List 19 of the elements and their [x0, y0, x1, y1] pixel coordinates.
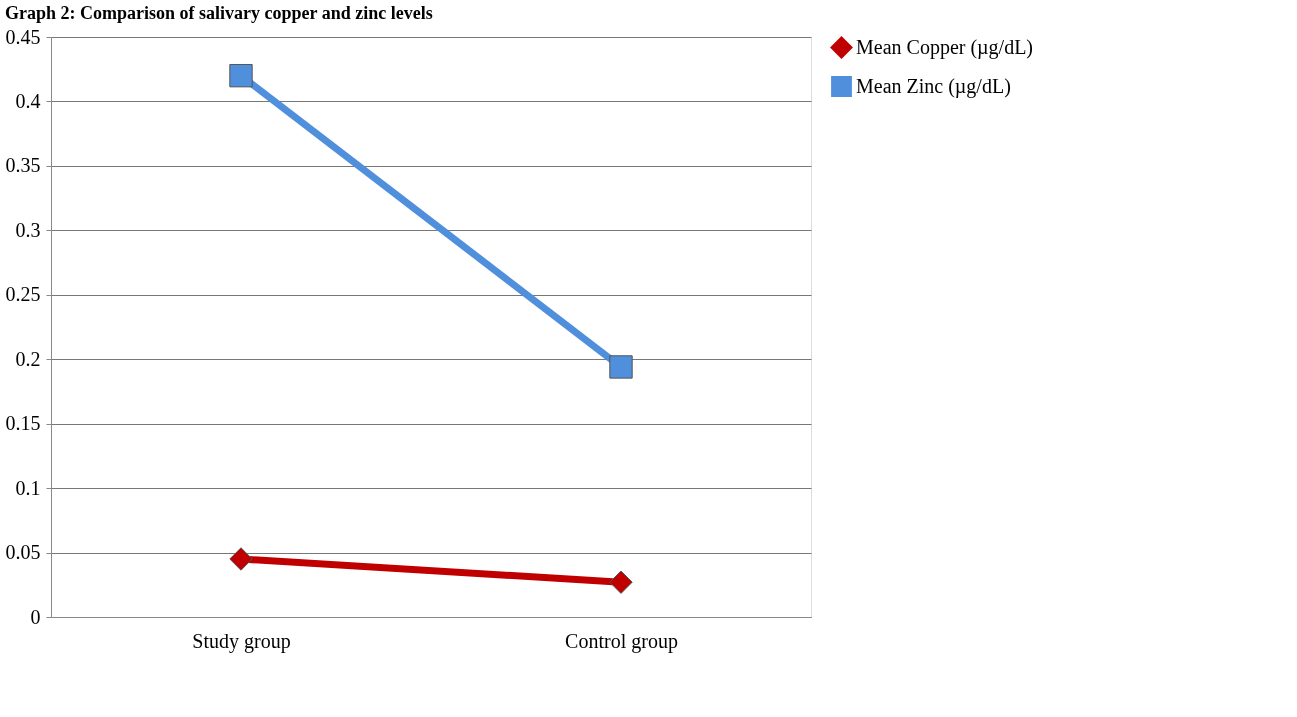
point — [609, 570, 633, 594]
y-tick-label: 0.1 — [15, 476, 41, 499]
y-tick-label: 0.3 — [15, 218, 41, 241]
y-tick-label: 0.15 — [5, 412, 41, 435]
point — [229, 547, 253, 571]
point — [609, 355, 633, 379]
chart-title: Graph 2: Comparison of salivary copper and zinc levels — [5, 3, 433, 23]
legend-label: Mean Zinc (µg/dL) — [856, 74, 1011, 98]
x-tick-label: Control group — [565, 629, 678, 653]
y-tick-label: 0.35 — [5, 154, 41, 177]
y-tick-label: 0 — [30, 605, 41, 628]
y-tick-label: 0.05 — [5, 541, 41, 564]
point — [229, 63, 253, 88]
y-tick-label: 0.2 — [15, 347, 41, 370]
x-tick-label: Study group — [192, 629, 291, 653]
y-tick-label: 0.4 — [15, 89, 41, 112]
legend-label: Mean Copper (µg/dL) — [856, 35, 1034, 59]
y-tick-label: 0.25 — [5, 283, 41, 306]
y-tick-label: 0.45 — [5, 25, 41, 48]
